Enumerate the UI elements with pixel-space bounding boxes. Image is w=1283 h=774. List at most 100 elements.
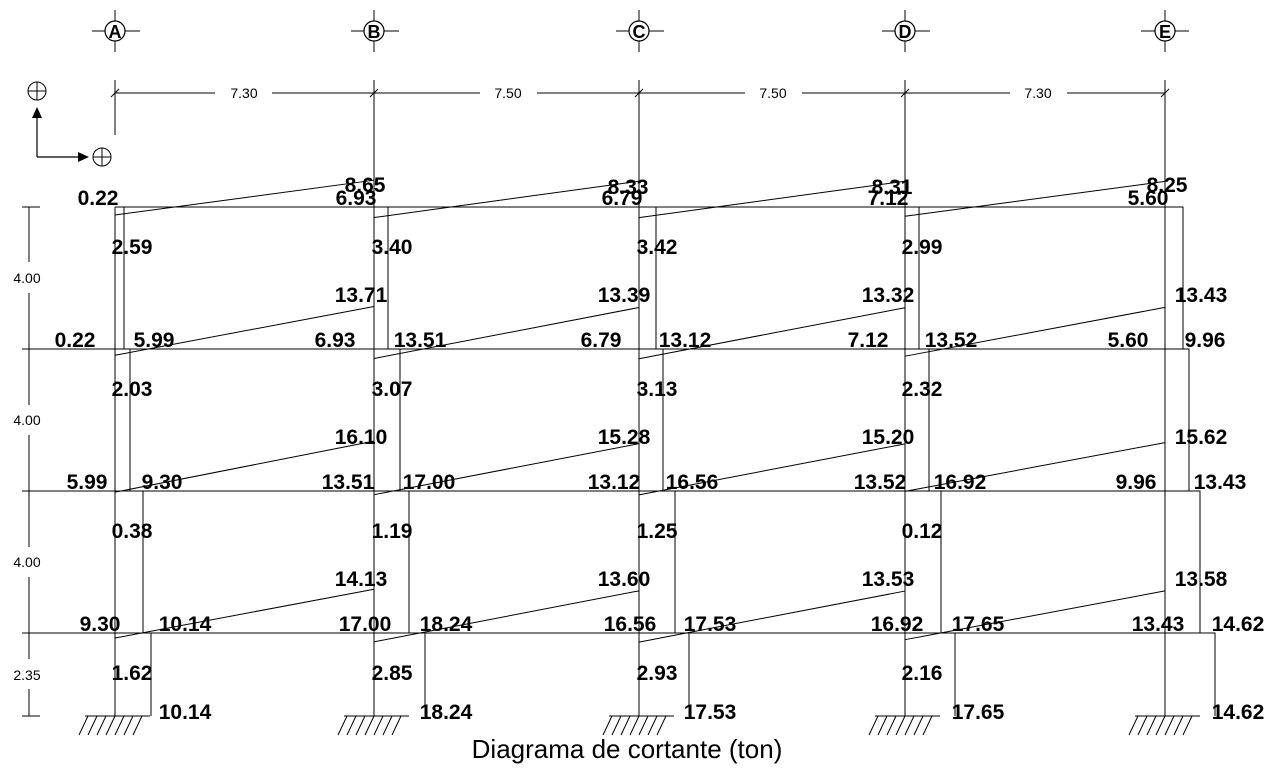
beam-label: 1.25 (637, 520, 678, 543)
column-label: 0.22 (78, 187, 119, 210)
beam-label: 8.33 (608, 176, 649, 199)
beam-shear-line (114, 440, 375, 493)
column-label: 5.99 (67, 471, 108, 494)
axis-bubble-a: A (92, 10, 140, 52)
span-label-de: 7.30 (1024, 85, 1051, 101)
beam-label: 13.60 (598, 568, 651, 591)
axis-bubbles: A B C D E (92, 10, 1189, 52)
beam-shear-line (373, 307, 640, 360)
column-label: 0.22 (55, 329, 96, 352)
beam-right-labels: 8.65 8.33 8.31 8.25 13.71 13.39 13.32 13… (335, 174, 1228, 591)
beam-label: 3.13 (637, 378, 678, 401)
diagram-caption: Diagrama de cortante (ton) (472, 734, 783, 764)
column-label: 13.51 (394, 329, 447, 352)
beam-shear-line (114, 306, 375, 356)
axis-guide-lines (114, 80, 1166, 207)
column-label: 18.24 (420, 701, 473, 724)
beam-label: 2.85 (372, 662, 413, 685)
beam-label: 8.25 (1147, 174, 1188, 197)
story-height-3: 4.00 (13, 412, 40, 428)
column-shear-d (905, 206, 956, 716)
column-label: 18.24 (420, 613, 473, 636)
axis-label-d: D (899, 22, 912, 42)
beam-label: 1.19 (372, 520, 413, 543)
column-label: 16.56 (666, 471, 719, 494)
column-label: 9.30 (142, 471, 183, 494)
column-shear-e (1165, 206, 1216, 716)
column-label: 13.43 (1194, 471, 1247, 494)
column-label: 13.51 (322, 471, 375, 494)
supports (78, 715, 1200, 736)
beam-label: 3.40 (372, 236, 413, 259)
beam-label: 0.38 (112, 520, 153, 543)
story-height-2: 4.00 (13, 554, 40, 570)
column-label: 13.43 (1132, 613, 1185, 636)
column-label: 14.62 (1212, 613, 1265, 636)
beam-label: 2.16 (902, 662, 943, 685)
axis-label-e: E (1159, 22, 1171, 42)
beam-label: 13.43 (1175, 284, 1228, 307)
column-label: 17.53 (684, 701, 737, 724)
support-b (337, 715, 409, 736)
column-label: 16.56 (604, 613, 657, 636)
beam-shear-line (373, 180, 640, 219)
beam-label: 16.10 (335, 426, 388, 449)
axis-bubble-c: C (616, 10, 664, 52)
story-height-1: 2.35 (13, 667, 40, 683)
column-label: 9.96 (1116, 471, 1157, 494)
axis-bubble-b: B (351, 10, 399, 52)
column-label: 16.92 (871, 613, 924, 636)
axis-label-b: B (368, 22, 381, 42)
beam-shear-line (638, 180, 906, 219)
column-label: 5.99 (134, 329, 175, 352)
column-label: 17.65 (952, 701, 1005, 724)
beam-shear-line (638, 307, 906, 360)
beam-label: 13.58 (1175, 568, 1228, 591)
beam-shear-line (373, 443, 640, 496)
column-label: 17.65 (952, 613, 1005, 636)
beam-shear-line (638, 590, 906, 643)
axis-bubble-d: D (882, 10, 930, 52)
column-label: 5.60 (1128, 187, 1169, 210)
beam-shear-line (904, 442, 1166, 492)
beam-label: 1.62 (112, 662, 153, 685)
column-label: 13.12 (588, 471, 641, 494)
column-label: 6.93 (315, 329, 356, 352)
beam-label: 13.39 (598, 284, 651, 307)
beam-label: 2.03 (112, 378, 153, 401)
column-label: 6.79 (602, 187, 643, 210)
column-labels-base: 10.14 18.24 17.53 17.65 14.62 (159, 701, 1265, 724)
beam-shear-line (638, 443, 906, 496)
column-labels-level-2: 5.99 9.30 13.51 17.00 13.12 16.56 13.52 … (67, 471, 1247, 494)
column-label: 10.14 (159, 701, 212, 724)
column-label: 10.14 (159, 613, 212, 636)
beam-label: 13.53 (862, 568, 915, 591)
beam-shear-line (114, 588, 375, 639)
beam-shear-line (904, 306, 1166, 357)
frame-columns (114, 207, 1166, 716)
beam-label: 3.07 (372, 378, 413, 401)
beam-label: 0.12 (902, 520, 943, 543)
beam-label: 2.93 (637, 662, 678, 685)
support-e (1128, 715, 1200, 736)
column-shear-outlines (115, 206, 1216, 716)
beam-label: 3.42 (637, 236, 678, 259)
beam-label: 15.28 (598, 426, 651, 449)
beam-label: 13.32 (862, 284, 915, 307)
beam-label: 14.13 (335, 568, 388, 591)
beam-label: 8.65 (345, 174, 386, 197)
column-label: 13.52 (854, 471, 907, 494)
column-labels-roof: 0.22 6.93 6.79 7.12 5.60 (78, 187, 1169, 210)
beam-left-labels: 2.59 3.40 3.42 2.99 2.03 3.07 3.13 2.32 … (112, 236, 943, 685)
column-label: 6.79 (581, 329, 622, 352)
column-label: 16.92 (934, 471, 987, 494)
column-labels-level-1: 9.30 10.14 17.00 18.24 16.56 17.53 16.92… (80, 613, 1265, 636)
column-label: 14.62 (1212, 701, 1265, 724)
beam-label: 15.20 (862, 426, 915, 449)
beam-label: 2.32 (902, 378, 943, 401)
story-dimensions: 4.00 4.00 4.00 2.35 (13, 206, 41, 717)
span-label-bc: 7.50 (494, 85, 521, 101)
beam-label: 13.71 (335, 284, 388, 307)
span-dimensions: 7.30 7.50 7.50 7.30 (110, 85, 1170, 101)
